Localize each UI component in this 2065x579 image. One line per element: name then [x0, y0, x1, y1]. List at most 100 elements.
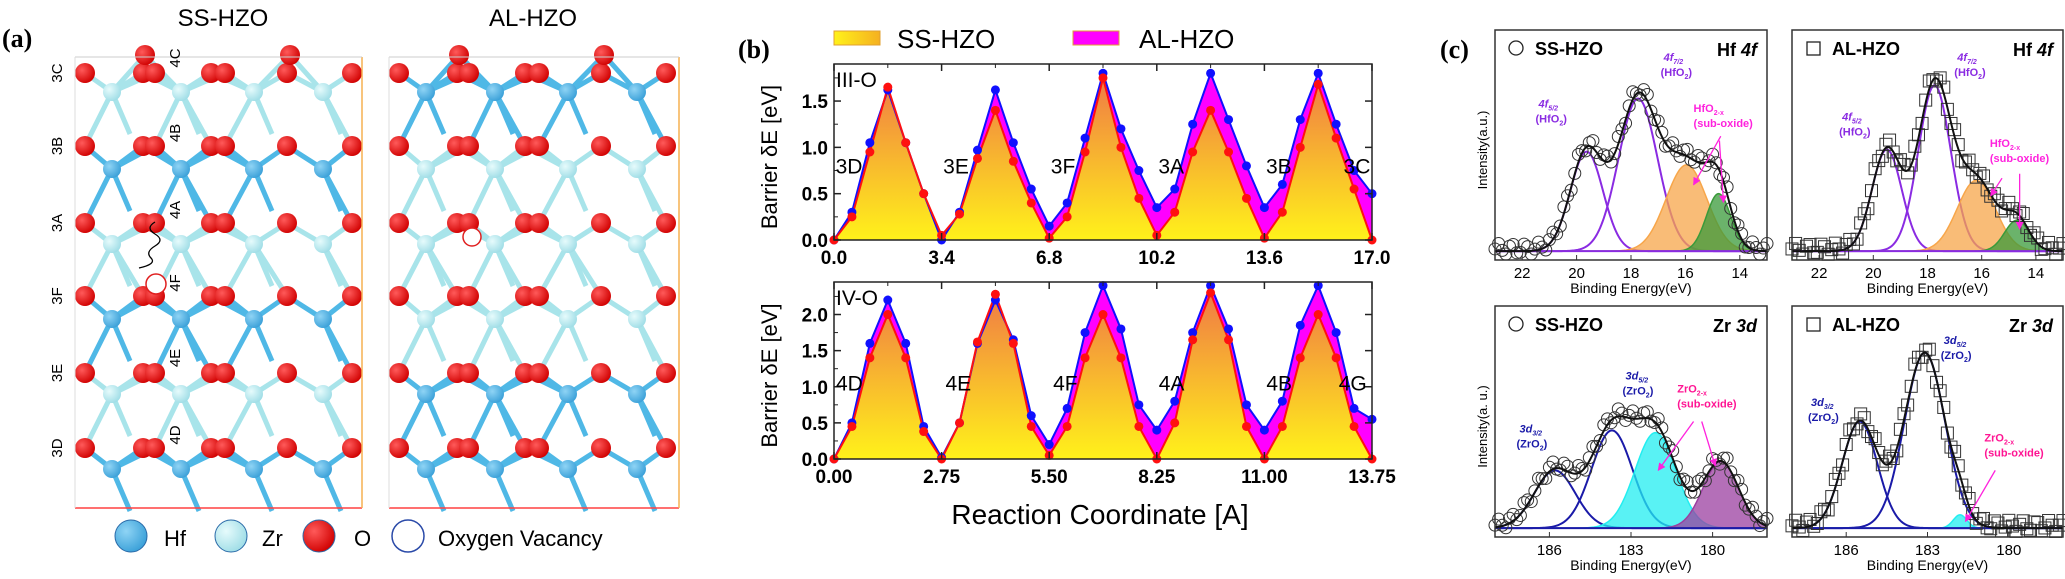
- y-tick-label: 1.5: [802, 342, 829, 363]
- point-ss-hzo: [1080, 147, 1090, 157]
- data-marker: [1706, 147, 1720, 161]
- data-marker: [1738, 240, 1752, 254]
- site-label-3d: 3D: [49, 438, 66, 457]
- y-axis-label: Intensity(a. u.): [1475, 385, 1490, 467]
- data-marker: [1890, 444, 1904, 458]
- open-circle-icon: [1508, 40, 1524, 56]
- point-ss-hzo: [990, 289, 1000, 299]
- annotation-line2: (sub-oxide): [1677, 399, 1737, 411]
- data-marker: [1713, 168, 1727, 182]
- data-marker: [1955, 154, 1969, 168]
- y-axis-label: Intensity(a.u.): [1475, 111, 1490, 190]
- data-marker: [1969, 516, 1983, 530]
- point-ss-hzo: [1026, 198, 1036, 208]
- oxygen-atom: [459, 136, 479, 156]
- oxygen-atom: [389, 63, 409, 83]
- hf-atom: [417, 83, 435, 101]
- oxygen-atom: [656, 213, 676, 233]
- point-ss-hzo: [901, 353, 911, 363]
- point-al-hzo: [1080, 133, 1090, 143]
- legend-al-hzo: AL-HZO: [1139, 24, 1234, 54]
- point-ss-hzo: [1349, 184, 1359, 194]
- oxygen-atom: [656, 136, 676, 156]
- barrier-xlabel: Reaction Coordinate [A]: [951, 499, 1248, 530]
- zr-atom: [559, 310, 577, 328]
- oxygen-atom: [145, 213, 165, 233]
- hf-atom: [559, 460, 577, 478]
- peak-annotation: 3d5/2(ZrO2): [1941, 335, 1972, 364]
- oxygen-atom: [389, 286, 409, 306]
- bond: [222, 392, 257, 450]
- site-label-4a: 4A: [167, 201, 184, 219]
- x-tick-label: 0.00: [816, 467, 853, 488]
- open-square-icon: [1806, 41, 1821, 56]
- point-ss-hzo: [1295, 353, 1305, 363]
- data-marker: [1510, 246, 1524, 260]
- oxygen-atom: [529, 63, 549, 83]
- point-al-hzo: [1349, 403, 1359, 413]
- oxygen-atom: [201, 438, 221, 458]
- y-tick-label: 2.0: [802, 306, 828, 327]
- annotation-line2: (ZrO2): [1516, 439, 1547, 453]
- data-marker: [1890, 154, 1904, 168]
- data-marker: [1608, 147, 1622, 161]
- structure-title-al: AL-HZO: [489, 5, 577, 32]
- data-marker: [1499, 521, 1513, 535]
- point-ss-hzo: [1313, 79, 1323, 89]
- panel-c-label: (c): [1440, 35, 1469, 64]
- o-atom-icon: [302, 519, 336, 553]
- data-marker: [1575, 144, 1589, 158]
- site-label-3b: 3B: [49, 137, 66, 155]
- oxygen-atom: [459, 363, 479, 383]
- oxygen-atom: [135, 45, 155, 65]
- zr-atom: [103, 385, 121, 403]
- data-marker: [1879, 137, 1893, 151]
- annotation-line2: (sub-oxide): [1990, 153, 2050, 165]
- chart-title: III-O: [836, 69, 877, 92]
- point-al-hzo: [1241, 161, 1251, 171]
- oxygen-atom: [201, 363, 221, 383]
- point-ss-hzo: [1008, 338, 1018, 348]
- annotation-arrow: [1718, 140, 1727, 204]
- point-al-hzo: [1188, 119, 1198, 129]
- oxygen-atom: [342, 213, 362, 233]
- annotation-line2: (sub-oxide): [1984, 447, 2044, 459]
- site-label: 4A: [1159, 372, 1185, 395]
- peak-annotation: 4f7/2(HfO2): [1661, 52, 1693, 81]
- zr-atom: [314, 235, 332, 253]
- legend-hf-label: Hf: [164, 526, 187, 551]
- data-marker: [1586, 134, 1600, 148]
- point-ss-hzo: [919, 427, 929, 437]
- oxygen-atom: [515, 438, 535, 458]
- data-marker: [1969, 170, 1983, 184]
- data-marker: [1521, 240, 1535, 254]
- data-marker: [1669, 460, 1683, 474]
- oxygen-atom: [591, 363, 611, 383]
- data-marker: [1709, 156, 1723, 170]
- oxygen-atom: [75, 286, 95, 306]
- annotation-line1: 4f5/2: [1841, 112, 1862, 126]
- hf-atom: [628, 83, 646, 101]
- annotation-arrow: [1701, 421, 1717, 467]
- al-hzo-swatch: [1072, 30, 1120, 46]
- sample-label: AL-HZO: [1832, 315, 1900, 335]
- data-marker: [1684, 485, 1698, 499]
- data-marker: [1626, 404, 1640, 418]
- x-tick-label: 16: [1677, 265, 1694, 282]
- zr-atom: [245, 235, 263, 253]
- oxygen-atom: [591, 286, 611, 306]
- data-marker: [1846, 422, 1860, 436]
- oxygen-atom: [591, 136, 611, 156]
- data-marker: [1658, 139, 1672, 153]
- oxygen-vacancy-icon: [391, 519, 425, 553]
- zr-atom: [172, 83, 190, 101]
- envelope-fit: [1791, 351, 2063, 530]
- data-marker: [1789, 513, 1803, 527]
- oxygen-atom: [201, 286, 221, 306]
- core-level-label: Hf 4f: [2013, 40, 2055, 60]
- data-marker: [2023, 228, 2037, 242]
- oxygen-atom: [459, 438, 479, 458]
- point-al-hzo: [990, 85, 1000, 95]
- x-axis-label: Binding Energy(eV): [1570, 557, 1691, 573]
- zr-atom-icon: [214, 519, 248, 553]
